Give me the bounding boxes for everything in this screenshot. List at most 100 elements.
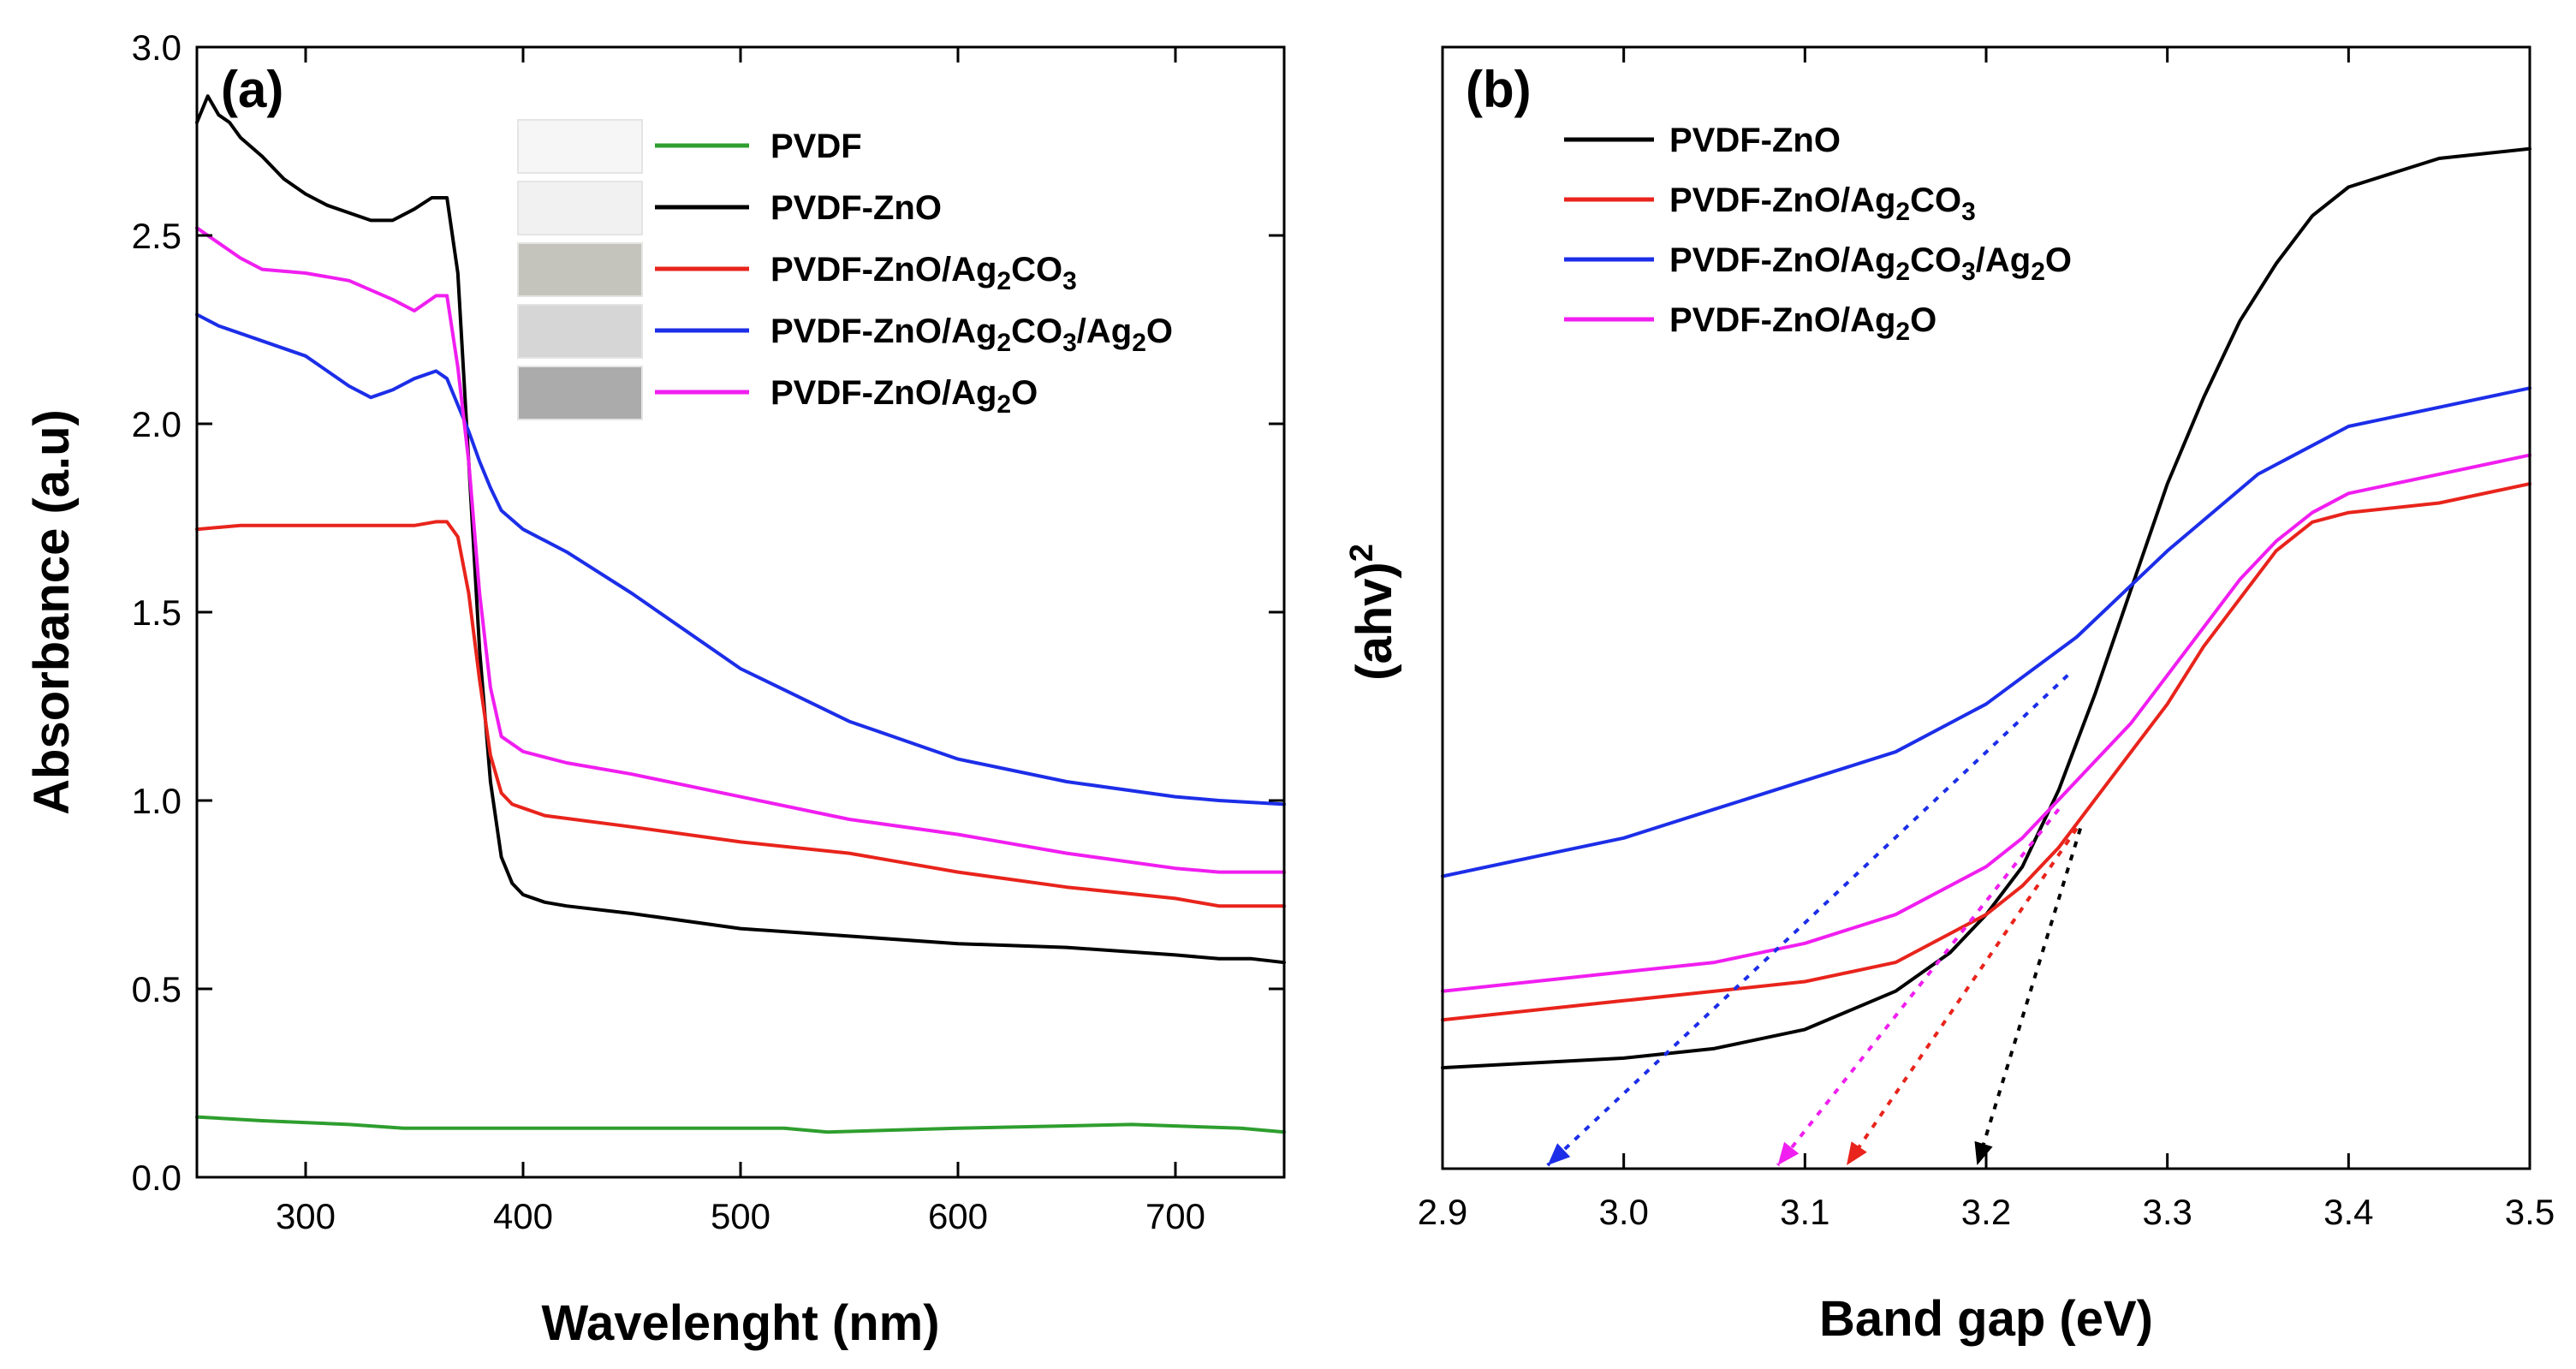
legend-label-part: /Ag (1077, 312, 1132, 350)
b-x-tick-label: 3.0 (1598, 1192, 1648, 1232)
panel-b-extrapolation-lines (1546, 674, 2082, 1167)
extrap-arrow-pvdf-zno-ag2co3-ag2o (1547, 1143, 1571, 1165)
extrap-arrow-pvdf-zno-ag2o (1777, 1141, 1800, 1165)
panel-a-y-axis-title: Absorbance (a.u) (24, 409, 80, 815)
panel-b-series (1441, 146, 2531, 1070)
panel-b-legend: PVDF-ZnOPVDF-ZnO/Ag2CO3PVDF-ZnO/Ag2CO3/A… (1564, 122, 2072, 346)
b-x-tick-label: 3.2 (1961, 1192, 2011, 1232)
legend-label-part: O (2045, 241, 2072, 279)
a-y-tick-label: 2.0 (132, 404, 181, 444)
b-x-tick-label: 3.5 (2505, 1192, 2555, 1232)
series-a-pvdf-zno (195, 94, 1286, 965)
legend-b-pvdf-zno-ag2o: PVDF-ZnO/Ag2O (1669, 301, 1936, 346)
sample-swatch (517, 366, 643, 420)
legend-subscript: 2 (996, 329, 1011, 357)
a-y-tick-label: 2.5 (132, 216, 181, 256)
b-x-tick-label: 3.4 (2323, 1192, 2373, 1232)
legend-a-pvdf-zno-ag2co3: PVDF-ZnO/Ag2CO3 (770, 251, 1077, 295)
legend-subscript: 2 (996, 267, 1011, 295)
legend-label-main: PVDF-ZnO/Ag (1669, 182, 1895, 219)
a-x-tick-label: 600 (928, 1196, 988, 1236)
panel-b-y-axis-title-sup: 2 (1344, 544, 1380, 562)
b-x-tick-label: 3.3 (2142, 1192, 2192, 1232)
legend-b-pvdf-zno-ag2co3-ag2o: PVDF-ZnO/Ag2CO3/Ag2O (1669, 241, 2072, 286)
legend-a-pvdf: PVDF (770, 128, 862, 165)
legend-label-part: CO (1910, 241, 1961, 279)
legend-label-part: O (1146, 312, 1173, 350)
panel-b-y-axis-title-base: (ahv) (1347, 562, 1402, 681)
legend-subscript: 3 (1062, 329, 1077, 357)
a-y-tick-label: 0.5 (132, 969, 181, 1009)
a-y-tick-label: 0.0 (132, 1158, 181, 1198)
series-a-pvdf (195, 1115, 1286, 1134)
legend-subscript: 2 (1895, 318, 1910, 346)
series-b-pvdf-zno-ag2co3 (1441, 482, 2531, 1022)
legend-subscript: 3 (1961, 198, 1976, 226)
series-b-pvdf-zno-ag2o (1441, 453, 2531, 993)
legend-label-part: CO (1910, 182, 1961, 219)
a-x-tick-label: 300 (276, 1196, 336, 1236)
legend-b-pvdf-zno: PVDF-ZnO (1669, 122, 1841, 159)
a-y-tick-label: 1.0 (132, 781, 181, 821)
panel-a-legend: PVDFPVDF-ZnOPVDF-ZnO/Ag2CO3PVDF-ZnO/Ag2C… (655, 128, 1173, 419)
panel-a-x-axis-title: Wavelenght (nm) (541, 1295, 939, 1351)
panel-a-legend-swatches (517, 119, 643, 420)
legend-subscript: 3 (1062, 267, 1077, 295)
panel-b-y-axis-title: (ahv)2 (1344, 544, 1402, 681)
extrap-arrow-pvdf-zno-ag2co3 (1847, 1141, 1867, 1165)
legend-subscript: 2 (1895, 258, 1910, 286)
legend-label-main: PVDF-ZnO/Ag (1669, 241, 1895, 279)
legend-a-pvdf-zno-ag2co3-ag2o: PVDF-ZnO/Ag2CO3/Ag2O (770, 312, 1173, 357)
legend-b-pvdf-zno-ag2co3: PVDF-ZnO/Ag2CO3 (1669, 182, 1976, 226)
series-b-pvdf-zno (1441, 146, 2531, 1070)
panel-a-series (195, 94, 1286, 1134)
panel-b-band-gap: 2.9 3.0 3.1 3.2 3.3 3.4 3.5 PVDF-ZnO PVDF-ZnO/A… (1344, 45, 2555, 1347)
extrap-line-pvdf-zno (1975, 828, 2082, 1166)
legend-label-part: O (1011, 374, 1038, 412)
legend-label-part: O (1910, 301, 1936, 339)
panel-b-ticks: 2.9 3.0 3.1 3.2 3.3 3.4 3.5 (1418, 47, 2555, 1232)
panel-b-label: (b) (1466, 61, 1532, 118)
a-y-tick-label: 1.5 (132, 592, 181, 633)
legend-subscript: 2 (1895, 198, 1910, 226)
a-x-tick-label: 400 (493, 1196, 553, 1236)
a-y-tick-label: 3.0 (132, 27, 181, 68)
extrap-line-pvdf-zno-ag2o (1776, 808, 2061, 1167)
panel-b-plot-frame (1441, 45, 2531, 1170)
series-b-pvdf-zno-ag2co3-ag2o (1441, 386, 2531, 878)
sample-swatch (517, 181, 643, 235)
legend-label-main: PVDF-ZnO/Ag (770, 312, 996, 350)
sample-swatch (517, 242, 643, 297)
legend-label-part: /Ag (1976, 241, 2031, 279)
legend-label-main: PVDF-ZnO/Ag (770, 374, 996, 412)
legend-a-pvdf-zno-ag2o: PVDF-ZnO/Ag2O (770, 374, 1038, 419)
legend-subscript: 2 (1132, 329, 1146, 357)
series-a-pvdf-zno-ag2o (195, 226, 1286, 874)
panel-a-label: (a) (221, 61, 283, 118)
legend-label-main: PVDF-ZnO/Ag (1669, 301, 1895, 339)
panel-a-absorbance: 300 400 500 600 700 0.0 0.5 1.0 1.5 2.0 2.5 3.0 PVD… (24, 27, 1286, 1351)
legend-label-part: CO (1011, 251, 1062, 289)
panel-a-ticks: 300 400 500 600 700 0.0 0.5 1.0 1.5 2.0 2.5 3.0 (132, 27, 1284, 1236)
legend-subscript: 2 (996, 390, 1011, 419)
b-x-tick-label: 3.1 (1780, 1192, 1829, 1232)
a-x-tick-label: 500 (711, 1196, 770, 1236)
extrap-arrow-pvdf-zno (1974, 1140, 1993, 1165)
legend-label-main: PVDF-ZnO (770, 189, 942, 227)
a-x-tick-label: 700 (1145, 1196, 1205, 1236)
legend-subscript: 2 (2031, 258, 2045, 286)
series-a-pvdf-zno-ag2co3 (195, 520, 1286, 908)
b-x-tick-label: 2.9 (1418, 1192, 1467, 1232)
sample-swatch (517, 304, 643, 359)
panel-b-x-axis-title: Band gap (eV) (1819, 1291, 2153, 1347)
series-a-pvdf-zno-ag2co3-ag2o (195, 312, 1286, 807)
legend-label-main: PVDF (770, 128, 862, 165)
legend-label-part: CO (1011, 312, 1062, 350)
legend-label-main: PVDF-ZnO (1669, 122, 1841, 159)
legend-a-pvdf-zno: PVDF-ZnO (770, 189, 942, 227)
legend-subscript: 3 (1961, 258, 1976, 286)
legend-label-main: PVDF-ZnO/Ag (770, 251, 996, 289)
extrap-line-pvdf-zno-ag2co3-ag2o (1546, 674, 2069, 1167)
sample-swatch (517, 119, 643, 174)
